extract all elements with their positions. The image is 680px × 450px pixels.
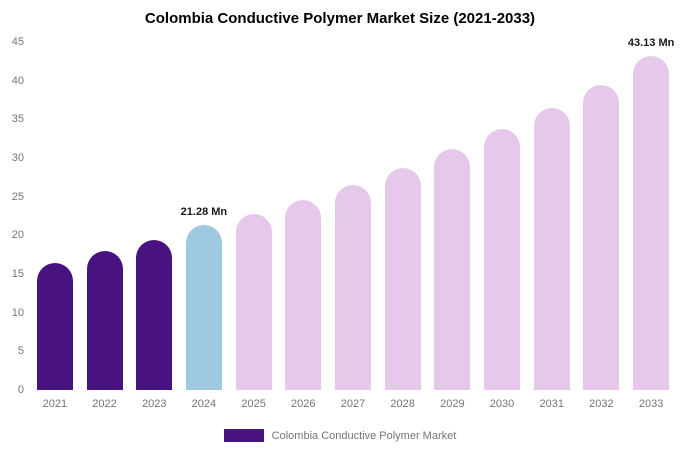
value-annotation: 21.28 Mn <box>180 206 228 219</box>
bar-2025 <box>235 213 272 390</box>
y-axis-tick-label: 40 <box>11 74 24 87</box>
y-axis-tick-label: 25 <box>11 190 24 203</box>
bar-2023 <box>136 239 173 390</box>
bar-2022 <box>86 250 123 390</box>
x-axis-label: 2028 <box>390 398 415 410</box>
bar-2026 <box>285 199 322 390</box>
x-axis-label: 2029 <box>440 398 465 410</box>
x-axis-label: 2023 <box>141 398 167 410</box>
x-axis-label: 2025 <box>241 398 266 410</box>
y-axis: 0 5 10 15 20 25 30 35 40 45 <box>0 36 26 396</box>
x-axis-label: 2032 <box>589 398 614 410</box>
legend-label: Colombia Conductive Polymer Market <box>271 429 457 442</box>
bar-2021 <box>36 263 73 390</box>
x-axis-label: 2021 <box>42 398 68 410</box>
bar-2033 <box>633 56 670 390</box>
x-axis-label: 2031 <box>539 398 564 410</box>
chart-title: Colombia Conductive Polymer Market Size … <box>144 10 536 27</box>
bar-column-2032: 2032 <box>577 42 627 410</box>
y-axis-tick-label: 5 <box>17 345 24 358</box>
bar-column-2023: 2023 <box>129 42 179 410</box>
bar-2027 <box>334 185 371 390</box>
y-axis-tick-label: 0 <box>17 384 24 396</box>
bar-column-2029: 2029 <box>428 42 478 410</box>
y-axis-tick-label: 20 <box>11 229 24 242</box>
bar-column-2031: 2031 <box>527 42 577 410</box>
bar-column-2026: 2026 <box>278 42 328 410</box>
bar-2030 <box>484 129 521 390</box>
bars-container: 2021 2022 2023 2024 21.28 Mn 2025 2026 2027 2028… <box>30 37 676 410</box>
y-axis-tick-label: 10 <box>11 306 24 319</box>
y-axis-tick-label: 45 <box>11 36 24 48</box>
bar-column-2025: 2025 <box>229 42 279 410</box>
x-axis-label: 2026 <box>291 398 316 410</box>
bar-2028 <box>384 168 421 390</box>
legend-swatch <box>223 429 264 442</box>
bar-column-2021: 2021 <box>30 42 80 410</box>
bar-column-2028: 2028 <box>378 42 428 410</box>
bar-column-2030: 2030 <box>477 42 527 410</box>
x-axis-label: 2027 <box>340 398 366 410</box>
y-axis-tick-label: 30 <box>11 152 24 164</box>
bar-2032 <box>583 84 620 390</box>
bar-2031 <box>533 107 570 390</box>
x-axis-label: 2033 <box>638 398 664 410</box>
bar-column-2033: 2033 43.13 Mn <box>626 37 676 410</box>
y-axis-tick-label: 35 <box>11 113 24 126</box>
bar-2029 <box>434 148 471 390</box>
bar-column-2022: 2022 <box>80 42 130 410</box>
value-annotation: 43.13 Mn <box>627 37 675 50</box>
bar-column-2024: 2024 21.28 Mn <box>179 42 229 410</box>
bar-column-2027: 2027 <box>328 42 378 410</box>
bar-2024 <box>185 225 222 390</box>
plot-area: 2021 2022 2023 2024 21.28 Mn 2025 2026 2027 2028… <box>30 37 676 410</box>
x-axis-label: 2024 <box>191 398 217 410</box>
y-axis-tick-label: 15 <box>11 268 24 280</box>
x-axis-label: 2030 <box>489 398 515 410</box>
x-axis-label: 2022 <box>92 398 117 410</box>
legend: Colombia Conductive Polymer Market <box>0 429 680 442</box>
